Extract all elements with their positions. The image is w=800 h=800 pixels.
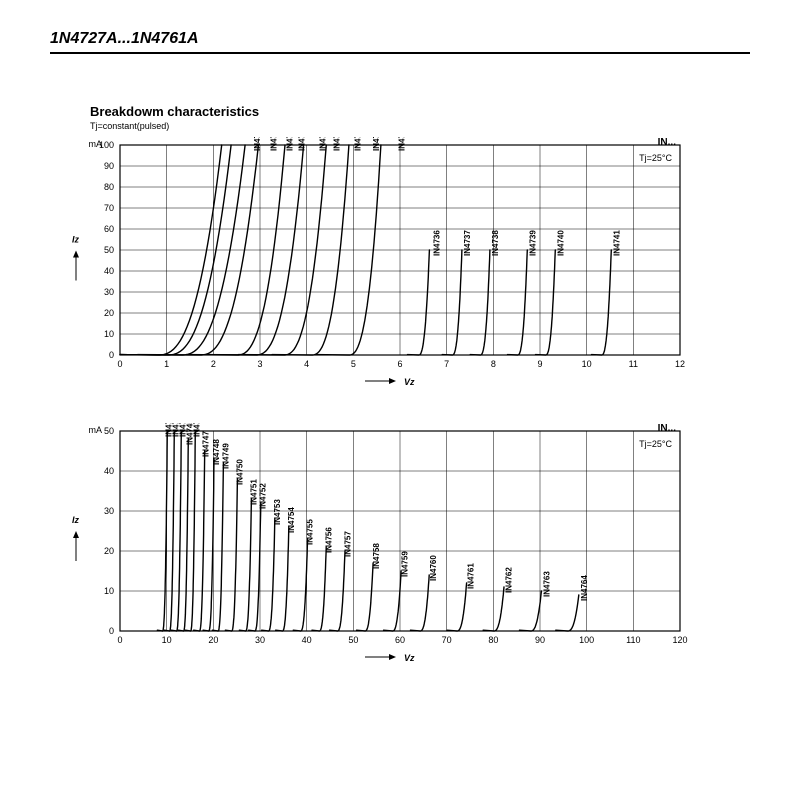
svg-text:IN4729: IN4729 bbox=[286, 137, 295, 151]
svg-text:40: 40 bbox=[302, 635, 312, 645]
svg-text:IN4748: IN4748 bbox=[212, 439, 221, 465]
svg-text:40: 40 bbox=[104, 266, 114, 276]
svg-text:IN4761: IN4761 bbox=[467, 563, 476, 589]
svg-text:30: 30 bbox=[104, 506, 114, 516]
svg-text:IN4757: IN4757 bbox=[344, 531, 353, 557]
svg-text:IN4732: IN4732 bbox=[332, 137, 341, 151]
svg-text:50: 50 bbox=[348, 635, 358, 645]
svg-text:IN4730: IN4730 bbox=[297, 137, 306, 151]
svg-text:50: 50 bbox=[104, 426, 114, 436]
svg-text:IN4751: IN4751 bbox=[249, 479, 258, 505]
svg-text:IN4735: IN4735 bbox=[398, 137, 407, 151]
svg-text:IN4764: IN4764 bbox=[580, 575, 589, 601]
svg-text:60: 60 bbox=[104, 224, 114, 234]
svg-text:6: 6 bbox=[397, 359, 402, 369]
svg-text:IN4750: IN4750 bbox=[235, 459, 244, 485]
svg-text:100: 100 bbox=[579, 635, 594, 645]
svg-text:3: 3 bbox=[257, 359, 262, 369]
svg-text:90: 90 bbox=[535, 635, 545, 645]
svg-text:mA: mA bbox=[89, 139, 103, 149]
svg-text:1: 1 bbox=[164, 359, 169, 369]
svg-text:12: 12 bbox=[675, 359, 685, 369]
svg-text:IN4752: IN4752 bbox=[259, 483, 268, 509]
svg-text:9: 9 bbox=[537, 359, 542, 369]
svg-text:IN4737: IN4737 bbox=[463, 230, 472, 256]
svg-text:IN4738: IN4738 bbox=[491, 230, 500, 256]
svg-text:10: 10 bbox=[582, 359, 592, 369]
chart-title: Breakdowm characteristics bbox=[90, 104, 750, 119]
svg-text:IN4747: IN4747 bbox=[202, 431, 211, 457]
svg-text:0: 0 bbox=[109, 350, 114, 360]
svg-text:70: 70 bbox=[442, 635, 452, 645]
svg-text:90: 90 bbox=[104, 161, 114, 171]
chart-subtitle: Tj=constant(pulsed) bbox=[90, 121, 750, 131]
svg-text:2: 2 bbox=[211, 359, 216, 369]
svg-text:20: 20 bbox=[104, 308, 114, 318]
svg-text:110: 110 bbox=[626, 635, 640, 645]
svg-text:Iz: Iz bbox=[72, 235, 80, 245]
svg-text:80: 80 bbox=[488, 635, 498, 645]
svg-text:10: 10 bbox=[104, 329, 114, 339]
svg-text:40: 40 bbox=[104, 466, 114, 476]
svg-text:IN...: IN... bbox=[658, 137, 677, 148]
svg-text:IN4740: IN4740 bbox=[556, 230, 565, 256]
svg-text:IN4762: IN4762 bbox=[505, 567, 514, 593]
chart-1: Breakdowm characteristics Tj=constant(pu… bbox=[50, 104, 750, 395]
svg-text:Tj=25°C: Tj=25°C bbox=[639, 439, 672, 449]
svg-text:80: 80 bbox=[104, 182, 114, 192]
svg-text:IN4755: IN4755 bbox=[306, 519, 315, 545]
svg-text:0: 0 bbox=[109, 626, 114, 636]
chart-1-svg: 01234567891011120102030405060708090100mA… bbox=[50, 137, 690, 395]
svg-text:IN4749: IN4749 bbox=[221, 443, 230, 469]
svg-text:IN4733: IN4733 bbox=[353, 137, 362, 151]
svg-text:IN4756: IN4756 bbox=[324, 527, 333, 553]
svg-text:IN4739: IN4739 bbox=[528, 230, 537, 256]
svg-text:mA: mA bbox=[89, 425, 103, 435]
svg-text:10: 10 bbox=[104, 586, 114, 596]
svg-text:30: 30 bbox=[255, 635, 265, 645]
svg-text:10: 10 bbox=[162, 635, 172, 645]
svg-text:IN4754: IN4754 bbox=[287, 507, 296, 533]
svg-text:Vz: Vz bbox=[404, 653, 415, 663]
svg-text:70: 70 bbox=[104, 203, 114, 213]
svg-text:IN4741: IN4741 bbox=[612, 230, 621, 256]
svg-text:120: 120 bbox=[672, 635, 687, 645]
svg-text:20: 20 bbox=[104, 546, 114, 556]
svg-text:IN...: IN... bbox=[658, 423, 677, 434]
chart-2: 010203040506070809010011012001020304050m… bbox=[50, 423, 750, 671]
svg-text:50: 50 bbox=[104, 245, 114, 255]
svg-text:Tj=25°C: Tj=25°C bbox=[639, 153, 672, 163]
svg-text:60: 60 bbox=[395, 635, 405, 645]
svg-text:11: 11 bbox=[629, 359, 638, 369]
page-title: 1N4727A...1N4761A bbox=[50, 30, 750, 54]
svg-text:IN4760: IN4760 bbox=[429, 555, 438, 581]
svg-text:Vz: Vz bbox=[404, 377, 415, 387]
svg-text:4: 4 bbox=[304, 359, 309, 369]
chart-2-svg: 010203040506070809010011012001020304050m… bbox=[50, 423, 690, 671]
svg-text:20: 20 bbox=[208, 635, 218, 645]
svg-text:5: 5 bbox=[351, 359, 356, 369]
svg-text:IN4736: IN4736 bbox=[433, 230, 442, 256]
svg-text:IN4763: IN4763 bbox=[542, 571, 551, 597]
svg-text:IN4734: IN4734 bbox=[372, 137, 381, 151]
svg-text:IN4753: IN4753 bbox=[273, 499, 282, 525]
svg-text:0: 0 bbox=[117, 635, 122, 645]
svg-text:IN4758: IN4758 bbox=[372, 543, 381, 569]
svg-text:0: 0 bbox=[117, 359, 122, 369]
svg-text:7: 7 bbox=[444, 359, 449, 369]
svg-text:8: 8 bbox=[491, 359, 496, 369]
svg-text:IN4746: IN4746 bbox=[192, 423, 201, 437]
svg-text:30: 30 bbox=[104, 287, 114, 297]
svg-text:IN4728: IN4728 bbox=[269, 137, 278, 151]
svg-text:Iz: Iz bbox=[72, 515, 80, 525]
page: 1N4727A...1N4761A Breakdowm characterist… bbox=[0, 0, 800, 800]
svg-text:IN4759: IN4759 bbox=[400, 551, 409, 577]
